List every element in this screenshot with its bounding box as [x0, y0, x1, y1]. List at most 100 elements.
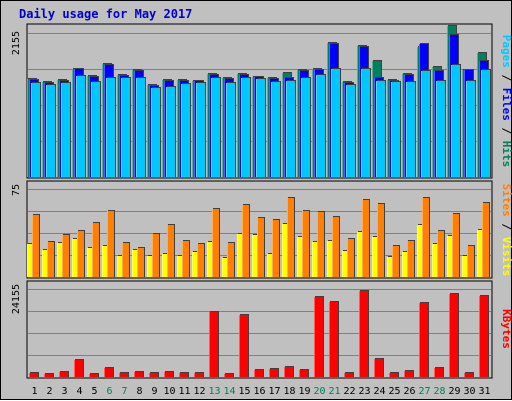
visits-bar: [177, 256, 184, 277]
kbytes-bar-highlight: [464, 373, 465, 377]
hits-bar-highlight: [402, 74, 403, 177]
sites-bar-highlight: [392, 246, 393, 277]
files-bar-highlight: [164, 81, 165, 177]
pages-bar-highlight: [181, 84, 182, 177]
kbytes-bar-highlight: [479, 296, 480, 377]
files-bar-highlight: [404, 75, 405, 177]
kbytes-bar-highlight: [194, 373, 195, 377]
visits-bar-highlight: [282, 224, 283, 277]
files-bar-highlight: [359, 47, 360, 177]
sites-bar: [152, 234, 159, 277]
sites-bar: [287, 198, 294, 277]
pages-bar-highlight: [451, 65, 452, 177]
kbytes-bar-highlight: [419, 303, 420, 377]
day-tick-label: 20: [313, 386, 325, 397]
kbytes-bar: [419, 303, 428, 377]
day-tick-label: 4: [76, 386, 82, 397]
visits-bar-highlight: [297, 237, 298, 277]
kbytes-bar: [74, 360, 83, 377]
kbytes-bar: [104, 368, 113, 377]
kbytes-bar-highlight: [149, 373, 150, 377]
visits-bar: [447, 236, 454, 277]
kbytes-bar-highlight: [104, 368, 105, 377]
files-bar-highlight: [74, 69, 75, 177]
hits-bar-highlight: [192, 81, 193, 177]
day-tick-label: 8: [136, 386, 142, 397]
sites-bar-highlight: [77, 231, 78, 277]
pages-bar-highlight: [151, 88, 152, 177]
files-bar-highlight: [224, 79, 225, 177]
kbytes-bar-highlight: [389, 373, 390, 377]
kbytes-bar-highlight: [404, 371, 405, 377]
visits-bar-highlight: [237, 234, 238, 277]
pages-bar: [46, 85, 55, 177]
sites-bar: [392, 246, 399, 277]
kbytes-bar-highlight: [239, 315, 240, 377]
hits-bar-highlight: [342, 82, 343, 177]
visits-bar-highlight: [57, 243, 58, 277]
files-bar-highlight: [59, 81, 60, 177]
sites-bar-highlight: [317, 212, 318, 277]
visits-bar: [252, 235, 259, 277]
kbytes-bar: [389, 373, 398, 377]
kbytes-panel-ymax-label: 24155: [11, 284, 22, 314]
visits-bar-highlight: [117, 256, 118, 277]
sites-bar: [122, 243, 129, 277]
pages-bar: [196, 83, 205, 177]
pages-bar-highlight: [421, 71, 422, 177]
visits-bar: [207, 242, 214, 277]
day-tick-label: 19: [298, 386, 310, 397]
visits-panel-side-label: Sites / Visits: [500, 184, 512, 277]
sites-bar-highlight: [92, 223, 93, 277]
pages-bar-highlight: [226, 83, 227, 177]
x-axis-day-labels: 1 2 3 4 5 6 7 8 9 10 11 12 13 14 15 16 17 18 19 20 21 22 23 24 2…: [31, 386, 490, 397]
kbytes-bar-highlight: [329, 302, 330, 377]
sites-bar: [467, 246, 474, 277]
files-bar-highlight: [374, 78, 375, 177]
hits-bar-highlight: [462, 70, 463, 177]
files-bar-highlight: [254, 77, 255, 177]
hits-bar-highlight: [162, 80, 163, 177]
kbytes-bar-highlight: [74, 360, 75, 377]
files-bar-highlight: [179, 81, 180, 177]
kbytes-bar: [29, 373, 38, 377]
hits-bar-highlight: [312, 69, 313, 177]
sites-bar-highlight: [47, 242, 48, 277]
kbytes-bar-highlight: [344, 373, 345, 377]
pages-bar-highlight: [121, 78, 122, 177]
visits-bar-highlight: [267, 254, 268, 277]
kbytes-bar: [359, 291, 368, 377]
day-tick-label: 5: [91, 386, 97, 397]
hits-bar-highlight: [207, 74, 208, 177]
hits-bar-highlight: [42, 82, 43, 177]
hits-panel-side-label: Pages / Files / Hits: [500, 35, 512, 168]
pages-bar-highlight: [346, 85, 347, 177]
day-tick-label: 13: [208, 386, 220, 397]
chart-title: Daily usage for May 2017: [19, 7, 192, 21]
day-tick-label: 26: [403, 386, 415, 397]
kbytes-bar: [254, 370, 263, 377]
kbytes-bar: [269, 369, 278, 377]
visits-bar-highlight: [87, 248, 88, 277]
pages-bar: [316, 75, 325, 177]
visits-bar: [477, 230, 484, 277]
pages-bar: [451, 65, 460, 177]
hits-files-pages-panel: [27, 25, 491, 177]
visits-bar: [237, 234, 244, 277]
files-bar-highlight: [329, 44, 330, 177]
pages-bar: [31, 83, 40, 177]
kbytes-bar-highlight: [134, 372, 135, 377]
hits-bar-highlight: [222, 78, 223, 177]
files-bar-highlight: [209, 75, 210, 177]
day-tick-label: 2: [46, 386, 52, 397]
pages-bar-highlight: [481, 70, 482, 177]
kbytes-bar-highlight: [89, 374, 90, 377]
sites-bar-highlight: [332, 217, 333, 277]
visits-bar-highlight: [402, 252, 403, 277]
pages-bar-highlight: [91, 82, 92, 177]
kbytes-bar: [464, 373, 473, 377]
hits-bar-highlight: [237, 74, 238, 177]
sites-bar-highlight: [32, 215, 33, 277]
legend-separator: /: [500, 121, 512, 141]
